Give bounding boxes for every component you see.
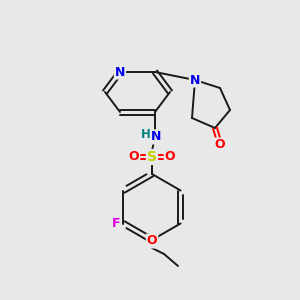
Text: H: H [141,128,151,142]
Text: N: N [151,130,161,143]
Text: F: F [112,217,121,230]
Text: O: O [129,151,139,164]
Text: N: N [115,65,125,79]
Text: N: N [190,74,200,86]
Text: O: O [165,151,175,164]
Text: S: S [147,150,157,164]
Text: O: O [147,235,157,248]
Text: O: O [215,139,225,152]
